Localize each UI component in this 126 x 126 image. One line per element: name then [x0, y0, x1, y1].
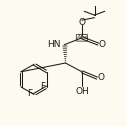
- Text: OH: OH: [75, 87, 89, 96]
- Text: F: F: [27, 89, 32, 98]
- Text: O: O: [99, 40, 106, 49]
- Text: O: O: [78, 18, 85, 27]
- Text: Abs: Abs: [76, 35, 88, 40]
- Text: F: F: [40, 82, 45, 91]
- FancyBboxPatch shape: [76, 35, 87, 41]
- Text: O: O: [98, 73, 105, 82]
- Text: HN: HN: [48, 40, 61, 49]
